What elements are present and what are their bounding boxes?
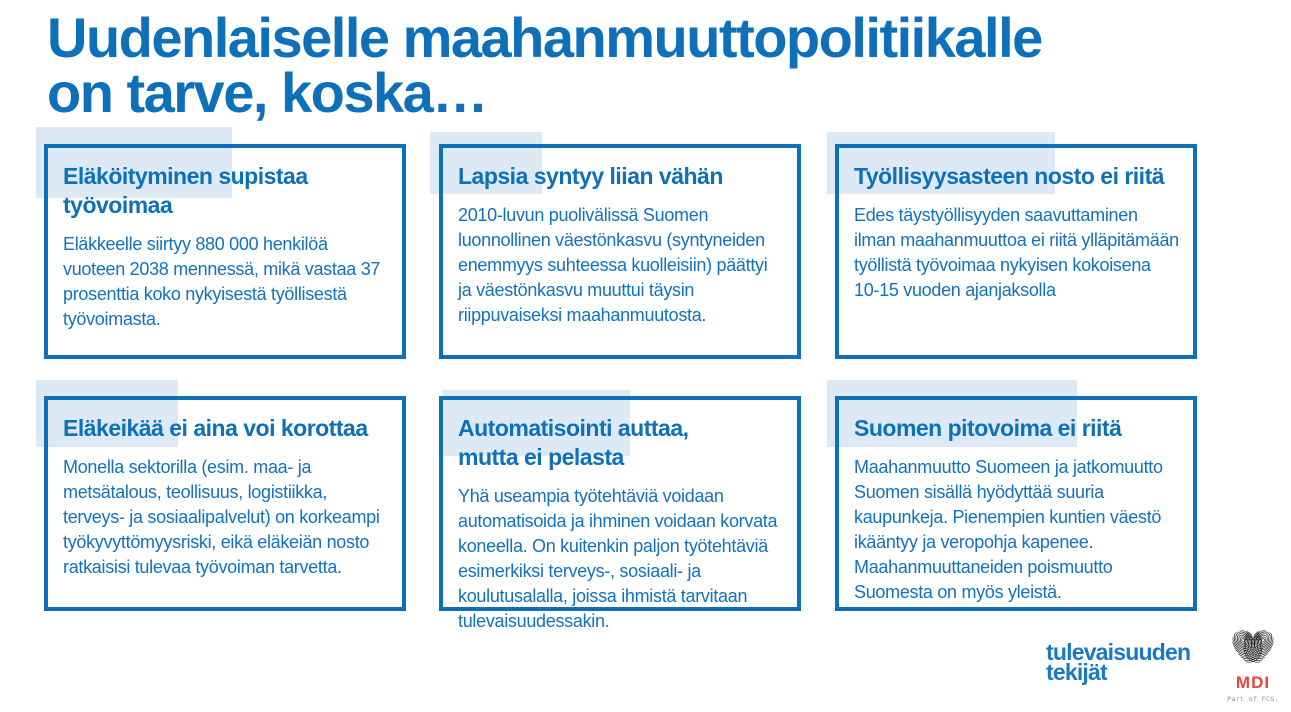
card-heading: Eläkeikää ei aina voi korottaa	[63, 415, 368, 441]
brand-logo-line2: tekijät	[1046, 659, 1108, 685]
tulevaisuuden-tekijat-logo: tulevaisuuden tekijät	[1046, 639, 1191, 685]
page-title-line2: on tarve, koska…	[47, 61, 488, 124]
mdi-logo: MDI Part of FCG.	[1220, 626, 1286, 703]
card-heading: Automatisointi auttaa, mutta ei pelasta	[458, 415, 689, 470]
card-body: Yhä useampia työtehtäviä voidaan automat…	[458, 486, 778, 631]
card-body: Maahanmuutto Suomeen ja jatkomuutto Suom…	[854, 457, 1163, 602]
card-automation: Automatisointi auttaa, mutta ei pelasta …	[439, 390, 801, 631]
card-birthrate: Lapsia syntyy liian vähän 2010-luvun puo…	[430, 132, 801, 359]
card-retention: Suomen pitovoima ei riitä Maahanmuutto S…	[827, 380, 1197, 611]
card-body: Edes täystyöllisyyden saavuttaminen ilma…	[854, 205, 1179, 300]
fingerprint-heart-icon	[1232, 630, 1274, 663]
mdi-sublabel: Part of FCG.	[1227, 695, 1279, 703]
page-title: Uudenlaiselle maahanmuuttopolitiikalle o…	[47, 6, 1043, 124]
card-retirement: Eläköityminen supistaa työvoimaa Eläkkee…	[36, 127, 406, 359]
mdi-label: MDI	[1235, 673, 1271, 692]
card-body: 2010-luvun puolivälissä Suomen luonnolli…	[458, 205, 768, 325]
card-heading: Työllisyysasteen nosto ei riitä	[854, 163, 1165, 189]
card-heading: Lapsia syntyy liian vähän	[458, 163, 723, 189]
page-title-line1: Uudenlaiselle maahanmuuttopolitiikalle	[47, 6, 1043, 69]
card-heading: Suomen pitovoima ei riitä	[854, 415, 1122, 441]
card-employment-rate: Työllisyysasteen nosto ei riitä Edes täy…	[827, 132, 1197, 359]
card-heading: Eläköityminen supistaa työvoimaa	[63, 163, 308, 218]
brand-logo-line1: tulevaisuuden	[1046, 639, 1191, 665]
card-retirement-age: Eläkeikää ei aina voi korottaa Monella s…	[36, 380, 406, 611]
card-body: Eläkkeelle siirtyy 880 000 henkilöä vuot…	[63, 234, 381, 329]
card-body: Monella sektorilla (esim. maa- ja metsät…	[63, 457, 380, 577]
